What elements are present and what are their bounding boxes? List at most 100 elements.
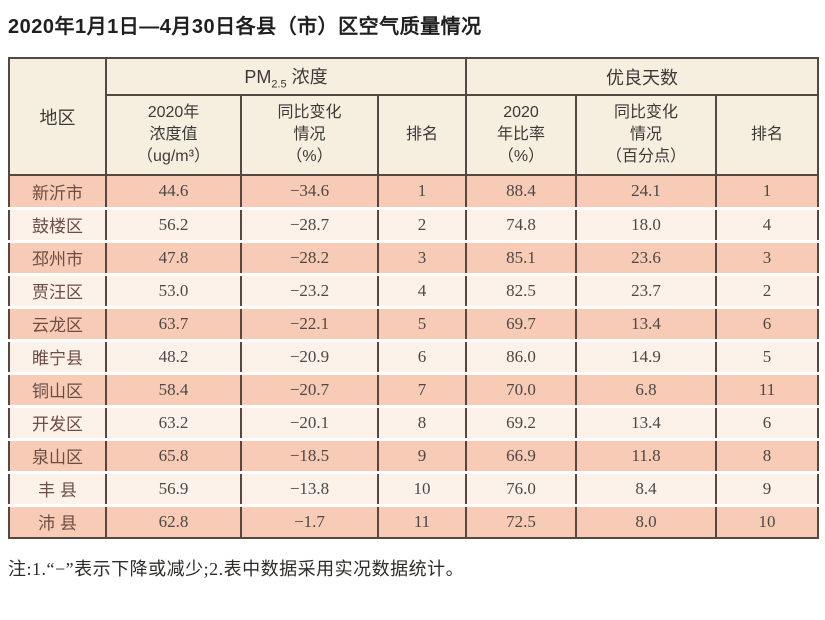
region-cell: 新沂市 xyxy=(8,175,107,208)
table-row: 贾汪区 53.0 −23.2 4 82.5 23.7 2 xyxy=(8,272,820,307)
good-rate-cell: 70.0 xyxy=(465,371,578,406)
good-change-cell: 14.9 xyxy=(575,338,718,373)
sub-header-row: 2020年 浓度值 （ug/m³） 同比变化 情况 （%） 排名 2020 年比… xyxy=(9,95,820,176)
pm-rank-cell: 3 xyxy=(376,239,468,274)
good-rank-cell: 6 xyxy=(715,305,820,340)
column-group-good-days: 优良天数 xyxy=(465,58,820,96)
pm-change-cell: −22.1 xyxy=(240,305,379,340)
table-row: 铜山区 58.4 −20.7 7 70.0 6.8 11 xyxy=(8,371,820,406)
good-change-cell: 18.0 xyxy=(575,206,718,241)
pm-rank-cell: 9 xyxy=(376,437,468,472)
pm-value-cell: 63.7 xyxy=(105,305,242,340)
pm-rank-cell: 8 xyxy=(376,404,468,439)
pm-rank-cell: 10 xyxy=(376,470,468,505)
pm-change-cell: −23.2 xyxy=(240,272,379,307)
table-row: 泉山区 65.8 −18.5 9 66.9 11.8 8 xyxy=(8,437,820,472)
page-title: 2020年1月1日—4月30日各县（市）区空气质量情况 xyxy=(8,16,482,38)
good-rate-cell: 69.7 xyxy=(465,305,578,340)
good-rate-cell: 76.0 xyxy=(465,470,578,505)
region-cell: 开发区 xyxy=(8,404,107,439)
pm-change-cell: −20.9 xyxy=(240,338,379,373)
good-rate-cell: 72.5 xyxy=(465,503,578,538)
good-change-cell: 11.8 xyxy=(575,437,718,472)
region-cell: 沛 县 xyxy=(8,503,107,538)
good-change-cell: 8.4 xyxy=(575,470,718,505)
good-change-cell: 13.4 xyxy=(575,404,718,439)
pm-value-cell: 53.0 xyxy=(105,272,242,307)
pm-change-cell: −28.7 xyxy=(240,206,379,241)
good-change-cell: 23.6 xyxy=(575,239,718,274)
table-row: 云龙区 63.7 −22.1 5 69.7 13.4 6 xyxy=(8,305,820,340)
good-change-cell: 13.4 xyxy=(575,305,718,340)
good-rate-cell: 69.2 xyxy=(465,404,578,439)
region-cell: 鼓楼区 xyxy=(8,206,107,241)
good-rank-cell: 1 xyxy=(715,175,820,208)
pm-value-cell: 65.8 xyxy=(105,437,242,472)
table-row: 邳州市 47.8 −28.2 3 85.1 23.6 3 xyxy=(8,239,820,274)
pm-change-cell: −18.5 xyxy=(240,437,379,472)
table-row: 新沂市 44.6 −34.6 1 88.4 24.1 1 xyxy=(8,175,820,208)
table-row: 睢宁县 48.2 −20.9 6 86.0 14.9 5 xyxy=(8,338,820,373)
column-header-good-change: 同比变化 情况 （百分点） xyxy=(575,95,718,176)
region-cell: 云龙区 xyxy=(8,305,107,340)
pm25-label-prefix: PM xyxy=(244,66,272,87)
region-cell: 邳州市 xyxy=(8,239,107,274)
good-rate-cell: 86.0 xyxy=(465,338,578,373)
good-change-cell: 8.0 xyxy=(575,503,718,538)
good-change-cell: 24.1 xyxy=(575,175,718,208)
pm-value-cell: 62.8 xyxy=(105,503,242,538)
pm-change-cell: −20.1 xyxy=(240,404,379,439)
table-row: 鼓楼区 56.2 −28.7 2 74.8 18.0 4 xyxy=(8,206,820,241)
pm25-label-suffix: 浓度 xyxy=(286,66,328,87)
good-rank-cell: 4 xyxy=(715,206,820,241)
table-row: 丰 县 56.9 −13.8 10 76.0 8.4 9 xyxy=(8,470,820,505)
good-rate-cell: 85.1 xyxy=(465,239,578,274)
footnote: 注:1.“−”表示下降或减少;2.表中数据采用实况数据统计。 xyxy=(8,559,465,579)
region-cell: 睢宁县 xyxy=(8,338,107,373)
pm-value-cell: 44.6 xyxy=(105,175,242,208)
good-rank-cell: 8 xyxy=(715,437,820,472)
pm-rank-cell: 5 xyxy=(376,305,468,340)
column-header-good-rank: 排名 xyxy=(715,95,820,176)
good-rank-cell: 6 xyxy=(715,404,820,439)
pm-change-cell: −1.7 xyxy=(240,503,379,538)
good-rank-cell: 3 xyxy=(715,239,820,274)
good-rank-cell: 5 xyxy=(715,338,820,373)
air-quality-table: 地区 PM2.5 浓度 优良天数 2020年 浓度值 （ug/m³） 同比变化 … xyxy=(8,57,820,539)
good-rank-cell: 2 xyxy=(715,272,820,307)
table-row: 开发区 63.2 −20.1 8 69.2 13.4 6 xyxy=(8,404,820,439)
page: 2020年1月1日—4月30日各县（市）区空气质量情况 地区 PM2.5 浓度 … xyxy=(8,16,820,579)
region-cell: 泉山区 xyxy=(8,437,107,472)
pm-rank-cell: 2 xyxy=(376,206,468,241)
column-header-region: 地区 xyxy=(8,58,107,176)
pm-rank-cell: 11 xyxy=(376,503,468,538)
good-rate-cell: 82.5 xyxy=(465,272,578,307)
column-header-good-rate: 2020 年比率 （%） xyxy=(465,95,578,176)
pm-rank-cell: 7 xyxy=(376,371,468,406)
good-rank-cell: 11 xyxy=(715,371,820,406)
pm-rank-cell: 1 xyxy=(376,175,468,208)
region-cell: 丰 县 xyxy=(8,470,107,505)
pm-change-cell: −34.6 xyxy=(240,175,379,208)
pm-rank-cell: 4 xyxy=(376,272,468,307)
good-change-cell: 23.7 xyxy=(575,272,718,307)
pm-value-cell: 56.9 xyxy=(105,470,242,505)
region-cell: 贾汪区 xyxy=(8,272,107,307)
pm-change-cell: −28.2 xyxy=(240,239,379,274)
column-header-pm-rank: 排名 xyxy=(376,95,468,176)
good-rank-cell: 9 xyxy=(715,470,820,505)
group-header-row: 地区 PM2.5 浓度 优良天数 xyxy=(8,58,820,176)
column-header-pm-change: 同比变化 情况 （%） xyxy=(240,95,379,176)
good-rate-cell: 74.8 xyxy=(465,206,578,241)
good-rate-cell: 66.9 xyxy=(465,437,578,472)
pm-value-cell: 47.8 xyxy=(105,239,242,274)
table-row: 沛 县 62.8 −1.7 11 72.5 8.0 10 xyxy=(8,503,820,538)
table-header: 地区 PM2.5 浓度 优良天数 2020年 浓度值 （ug/m³） 同比变化 … xyxy=(8,58,820,176)
good-rate-cell: 88.4 xyxy=(465,175,578,208)
good-change-cell: 6.8 xyxy=(575,371,718,406)
pm-value-cell: 48.2 xyxy=(105,338,242,373)
pm25-label-subscript: 2.5 xyxy=(271,78,287,91)
pm-rank-cell: 6 xyxy=(376,338,468,373)
column-header-pm-value: 2020年 浓度值 （ug/m³） xyxy=(105,95,242,176)
pm-value-cell: 63.2 xyxy=(105,404,242,439)
